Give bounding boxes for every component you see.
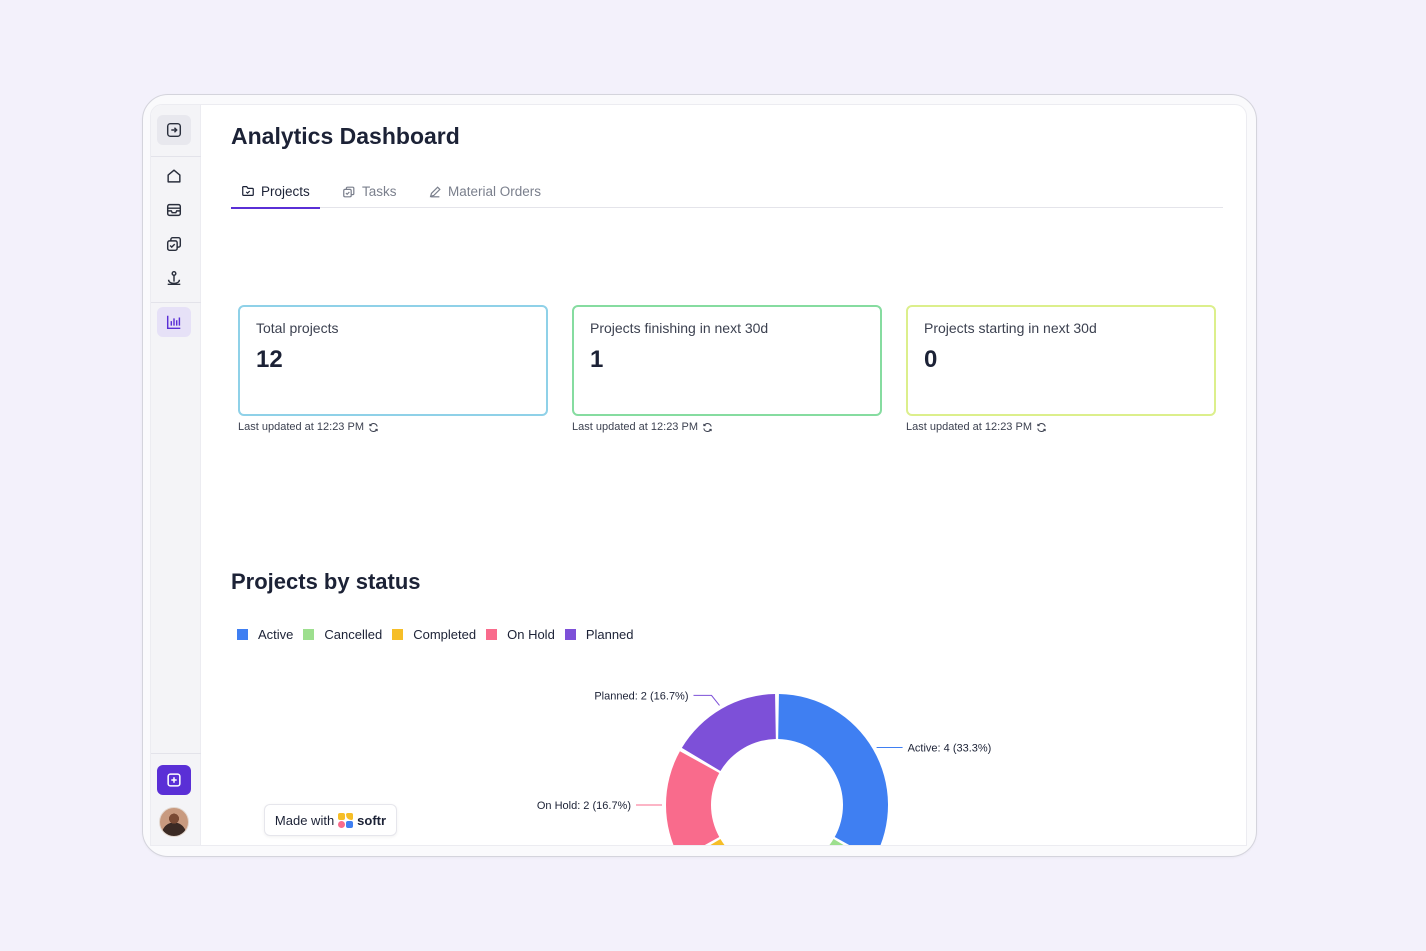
legend-swatch <box>564 629 576 640</box>
card-label: Projects finishing in next 30d <box>590 320 769 336</box>
status-donut-chart: Active: 4 (33.3%) On Hold: 2 (16.7%) Plann… <box>537 690 992 846</box>
sidebar-item-analytics[interactable] <box>157 307 191 337</box>
page-title: Analytics Dashboard <box>231 123 460 149</box>
metric-card-total-projects: Total projects 12 <box>238 305 548 416</box>
section-title: Projects by status <box>231 569 421 594</box>
legend-label: Planned <box>585 627 634 642</box>
app-window: Analytics Dashboard Projects Tasks Mater… <box>150 104 1247 846</box>
legend-label: Completed <box>413 627 477 642</box>
legend-label: Cancelled <box>324 627 383 642</box>
legend-swatch <box>237 629 248 640</box>
main-content: Analytics Dashboard Projects Tasks Mater… <box>201 105 1246 845</box>
sidebar-item-home[interactable] <box>157 161 191 191</box>
card-value: 12 <box>256 346 283 373</box>
metric-card-starting-30d: Projects starting in next 30d 0 <box>906 305 1216 416</box>
tab-label: Material Orders <box>448 184 542 199</box>
pen-icon <box>429 185 441 197</box>
donut-slice-on-hold[interactable] <box>666 751 720 846</box>
last-updated-text: Last updated at 12:23 PM <box>238 421 364 433</box>
last-updated: Last updated at 12:23 PM <box>906 421 1047 433</box>
sidebar-toggle-button[interactable] <box>157 115 191 145</box>
tab-bar: Projects Tasks Material Orders <box>231 175 1223 209</box>
folder-check-icon <box>242 186 254 196</box>
tab-tasks[interactable]: Tasks <box>332 175 407 208</box>
brand-name: softr <box>357 812 387 828</box>
refresh-icon[interactable] <box>368 422 379 433</box>
legend-label: Active <box>258 627 294 642</box>
refresh-icon[interactable] <box>1036 422 1047 433</box>
tasks-icon <box>343 186 355 197</box>
legend-item-completed[interactable]: Completed <box>392 627 476 642</box>
sidebar-divider <box>151 156 201 157</box>
sidebar-divider <box>151 753 201 754</box>
home-icon <box>167 169 181 183</box>
tab-projects[interactable]: Projects <box>231 175 320 209</box>
legend-item-on-hold[interactable]: On Hold <box>486 627 555 642</box>
tasks-icon <box>166 236 182 252</box>
card-label: Projects starting in next 30d <box>924 320 1097 336</box>
sidebar <box>151 105 201 845</box>
anchor-icon <box>167 270 181 286</box>
donut-slice-completed[interactable] <box>682 838 776 846</box>
donut-slice-planned[interactable] <box>681 694 776 772</box>
sidebar-item-tasks[interactable] <box>157 229 191 259</box>
add-square-icon <box>167 773 181 787</box>
donut-data-label: Planned: 2 (16.7%) <box>594 690 688 702</box>
tab-label: Projects <box>261 183 310 199</box>
card-value: 1 <box>590 346 604 373</box>
legend-swatch <box>303 629 315 640</box>
metric-card-finishing-30d: Projects finishing in next 30d 1 <box>572 305 882 416</box>
made-with-softr-badge[interactable]: Made with softr <box>264 804 397 836</box>
tab-material-orders[interactable]: Material Orders <box>418 175 551 208</box>
inbox-icon <box>166 203 182 217</box>
refresh-icon[interactable] <box>702 422 713 433</box>
tab-label: Tasks <box>362 184 397 199</box>
user-avatar[interactable] <box>159 807 189 837</box>
legend-item-active[interactable]: Active <box>237 627 293 642</box>
add-button[interactable] <box>157 765 191 795</box>
last-updated: Last updated at 12:23 PM <box>238 421 379 433</box>
donut-slice-active[interactable] <box>778 694 888 846</box>
sidebar-item-inbox[interactable] <box>157 195 191 225</box>
legend-item-cancelled[interactable]: Cancelled <box>303 627 382 642</box>
donut-data-label: On Hold: 2 (16.7%) <box>537 800 631 812</box>
chart-legend: Active Cancelled Completed On Hold Plann… <box>237 627 634 642</box>
legend-swatch <box>392 629 404 640</box>
bar-chart-icon <box>166 315 181 330</box>
donut-data-label: Active: 4 (33.3%) <box>908 743 992 755</box>
card-value: 0 <box>924 346 938 373</box>
card-label: Total projects <box>256 320 339 336</box>
legend-item-planned[interactable]: Planned <box>564 627 634 642</box>
donut-label-leader <box>693 694 720 706</box>
last-updated-text: Last updated at 12:23 PM <box>906 421 1032 433</box>
sidebar-item-anchor[interactable] <box>157 263 191 293</box>
last-updated: Last updated at 12:23 PM <box>572 421 713 433</box>
legend-label: On Hold <box>507 627 555 642</box>
last-updated-text: Last updated at 12:23 PM <box>572 421 698 433</box>
softr-logo-icon <box>338 812 354 828</box>
sidebar-divider <box>151 302 201 303</box>
donut-slice-cancelled[interactable] <box>778 838 872 846</box>
panel-toggle-icon <box>166 122 182 138</box>
made-with-text: Made with <box>274 812 335 828</box>
legend-swatch <box>486 629 498 640</box>
